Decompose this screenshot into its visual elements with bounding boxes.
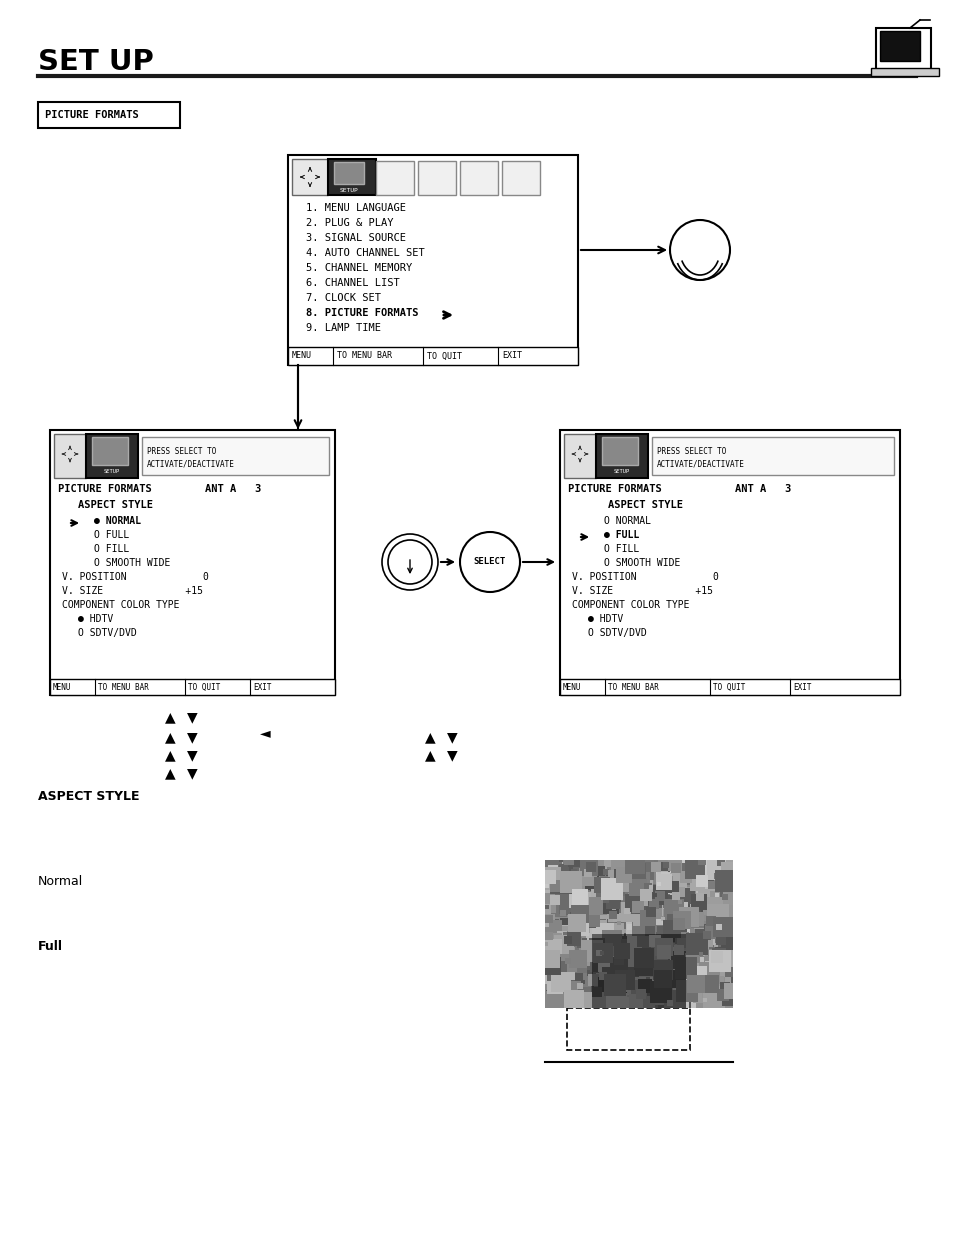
Bar — [288, 156, 578, 366]
Text: ● NORMAL: ● NORMAL — [94, 516, 141, 526]
Bar — [559, 430, 899, 695]
Bar — [375, 161, 414, 195]
Bar — [559, 679, 899, 695]
Text: MENU: MENU — [562, 683, 581, 692]
Circle shape — [669, 220, 729, 280]
Bar — [459, 161, 497, 195]
Bar — [601, 437, 638, 466]
Text: ▼: ▼ — [187, 730, 197, 743]
Text: 3. SIGNAL SOURCE: 3. SIGNAL SOURCE — [306, 233, 406, 243]
Text: COMPONENT COLOR TYPE: COMPONENT COLOR TYPE — [572, 600, 689, 610]
Text: O SDTV/DVD: O SDTV/DVD — [78, 629, 136, 638]
Bar — [651, 437, 893, 475]
Bar — [91, 437, 128, 466]
Text: SETUP: SETUP — [613, 469, 630, 474]
Text: Full: Full — [38, 940, 63, 953]
Bar — [288, 347, 578, 366]
Text: TO MENU BAR: TO MENU BAR — [607, 683, 659, 692]
Bar — [54, 433, 86, 478]
Text: ▲: ▲ — [165, 748, 175, 762]
Text: ASPECT STYLE: ASPECT STYLE — [78, 500, 152, 510]
Bar — [879, 31, 919, 61]
Bar — [38, 103, 180, 128]
Text: TO QUIT: TO QUIT — [712, 683, 744, 692]
Bar — [50, 430, 335, 695]
Text: V. SIZE              +15: V. SIZE +15 — [572, 585, 712, 597]
Text: ANT A   3: ANT A 3 — [205, 484, 261, 494]
Text: EXIT: EXIT — [501, 352, 521, 361]
Text: ● HDTV: ● HDTV — [78, 614, 113, 624]
Bar — [334, 162, 364, 184]
Text: ▲: ▲ — [165, 730, 175, 743]
Text: EXIT: EXIT — [253, 683, 272, 692]
Text: TO QUIT: TO QUIT — [427, 352, 461, 361]
Bar — [86, 433, 138, 478]
Circle shape — [381, 534, 437, 590]
Text: O SDTV/DVD: O SDTV/DVD — [587, 629, 646, 638]
Text: PICTURE FORMATS: PICTURE FORMATS — [45, 110, 138, 120]
Text: V. SIZE              +15: V. SIZE +15 — [62, 585, 203, 597]
Text: 2. PLUG & PLAY: 2. PLUG & PLAY — [306, 219, 393, 228]
Text: ANT A   3: ANT A 3 — [734, 484, 790, 494]
Text: PRESS SELECT TO
ACTIVATE/DEACTIVATE: PRESS SELECT TO ACTIVATE/DEACTIVATE — [657, 447, 744, 468]
Bar — [328, 159, 375, 195]
Bar — [566, 1008, 689, 1050]
Text: PICTURE FORMATS: PICTURE FORMATS — [567, 484, 661, 494]
Bar — [875, 28, 930, 72]
Text: ● FULL: ● FULL — [603, 530, 639, 540]
Text: SET UP: SET UP — [38, 48, 153, 77]
Text: V. POSITION             0: V. POSITION 0 — [62, 572, 209, 582]
Bar — [563, 433, 596, 478]
Text: 8. PICTURE FORMATS: 8. PICTURE FORMATS — [306, 308, 418, 317]
Text: O NORMAL: O NORMAL — [603, 516, 650, 526]
Text: ◄: ◄ — [259, 726, 270, 740]
Bar — [50, 679, 335, 695]
Text: ▲: ▲ — [165, 766, 175, 781]
Text: 6. CHANNEL LIST: 6. CHANNEL LIST — [306, 278, 399, 288]
Bar — [417, 161, 456, 195]
Text: O FULL: O FULL — [94, 530, 129, 540]
Text: V. POSITION             0: V. POSITION 0 — [572, 572, 719, 582]
Text: ▲: ▲ — [424, 748, 435, 762]
Bar — [292, 159, 328, 195]
Bar — [142, 437, 329, 475]
Text: ▲: ▲ — [424, 730, 435, 743]
Bar — [501, 161, 539, 195]
Circle shape — [459, 532, 519, 592]
Circle shape — [388, 540, 432, 584]
Text: 4. AUTO CHANNEL SET: 4. AUTO CHANNEL SET — [306, 248, 424, 258]
Text: 9. LAMP TIME: 9. LAMP TIME — [306, 324, 380, 333]
Text: COMPONENT COLOR TYPE: COMPONENT COLOR TYPE — [62, 600, 179, 610]
Text: ASPECT STYLE: ASPECT STYLE — [607, 500, 682, 510]
Text: O SMOOTH WIDE: O SMOOTH WIDE — [603, 558, 679, 568]
Text: TO QUIT: TO QUIT — [188, 683, 220, 692]
Text: ▼: ▼ — [187, 748, 197, 762]
Bar — [870, 68, 938, 77]
Text: ▲: ▲ — [165, 710, 175, 724]
Bar — [596, 433, 647, 478]
Text: O FILL: O FILL — [94, 543, 129, 555]
Text: SELECT: SELECT — [474, 557, 506, 567]
Text: SETUP: SETUP — [104, 469, 120, 474]
Text: SETUP: SETUP — [339, 188, 358, 193]
Text: TO MENU BAR: TO MENU BAR — [336, 352, 392, 361]
Text: 5. CHANNEL MEMORY: 5. CHANNEL MEMORY — [306, 263, 412, 273]
Text: 7. CLOCK SET: 7. CLOCK SET — [306, 293, 380, 303]
Text: ▼: ▼ — [446, 730, 456, 743]
Text: O FILL: O FILL — [603, 543, 639, 555]
Text: PRESS SELECT TO
ACTIVATE/DEACTIVATE: PRESS SELECT TO ACTIVATE/DEACTIVATE — [147, 447, 234, 468]
Text: 1. MENU LANGUAGE: 1. MENU LANGUAGE — [306, 203, 406, 212]
Text: Normal: Normal — [38, 876, 83, 888]
Text: ASPECT STYLE: ASPECT STYLE — [38, 790, 139, 803]
Text: MENU: MENU — [292, 352, 312, 361]
Text: ● HDTV: ● HDTV — [587, 614, 622, 624]
Text: ▼: ▼ — [187, 766, 197, 781]
Text: ▼: ▼ — [446, 748, 456, 762]
Text: MENU: MENU — [53, 683, 71, 692]
Text: O SMOOTH WIDE: O SMOOTH WIDE — [94, 558, 171, 568]
Text: TO MENU BAR: TO MENU BAR — [98, 683, 149, 692]
Text: EXIT: EXIT — [792, 683, 811, 692]
Text: PICTURE FORMATS: PICTURE FORMATS — [58, 484, 152, 494]
Text: ▼: ▼ — [187, 710, 197, 724]
